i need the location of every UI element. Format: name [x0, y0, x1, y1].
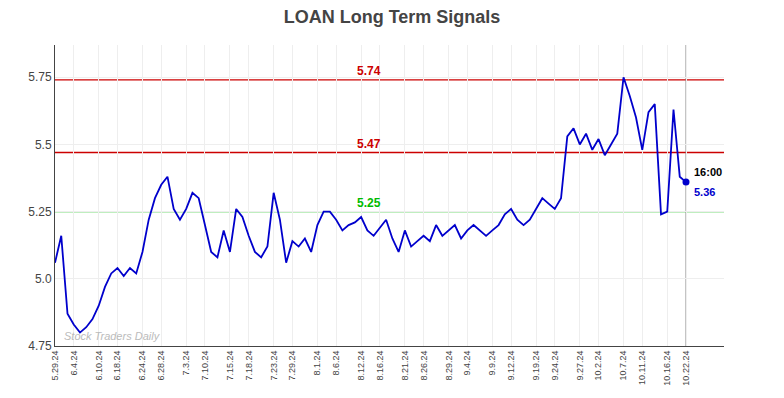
svg-text:8.1.24: 8.1.24	[312, 351, 322, 376]
svg-text:7.23.24: 7.23.24	[269, 351, 279, 381]
svg-text:7.3.24: 7.3.24	[181, 351, 191, 376]
svg-text:4.75: 4.75	[28, 339, 52, 353]
svg-text:7.10.24: 7.10.24	[200, 351, 210, 381]
svg-text:8.26.24: 8.26.24	[419, 351, 429, 381]
svg-text:5.5: 5.5	[35, 138, 52, 152]
svg-text:6.28.24: 6.28.24	[156, 351, 166, 381]
svg-text:7.18.24: 7.18.24	[244, 351, 254, 381]
svg-text:10.16.24: 10.16.24	[662, 351, 672, 386]
svg-text:5.74: 5.74	[357, 64, 381, 78]
svg-text:8.12.24: 8.12.24	[356, 351, 366, 381]
svg-text:9.4.24: 9.4.24	[462, 351, 472, 376]
svg-text:6.4.24: 6.4.24	[69, 351, 79, 376]
svg-text:6.10.24: 6.10.24	[94, 351, 104, 381]
svg-text:8.6.24: 8.6.24	[331, 351, 341, 376]
svg-text:5.75: 5.75	[28, 70, 52, 84]
svg-text:9.19.24: 9.19.24	[531, 351, 541, 381]
svg-text:5.36: 5.36	[694, 186, 715, 198]
svg-text:9.12.24: 9.12.24	[506, 351, 516, 381]
svg-text:8.29.24: 8.29.24	[444, 351, 454, 381]
svg-text:8.21.24: 8.21.24	[400, 351, 410, 381]
svg-text:10.11.24: 10.11.24	[637, 351, 647, 385]
svg-text:6.24.24: 6.24.24	[137, 351, 147, 381]
svg-text:5.0: 5.0	[35, 272, 52, 286]
svg-text:LOAN Long Term Signals: LOAN Long Term Signals	[284, 7, 501, 27]
svg-text:7.29.24: 7.29.24	[287, 351, 297, 381]
svg-text:Stock Traders Daily: Stock Traders Daily	[64, 330, 161, 342]
svg-text:5.29.24: 5.29.24	[50, 351, 60, 381]
svg-text:5.25: 5.25	[357, 196, 381, 210]
svg-text:9.9.24: 9.9.24	[487, 351, 497, 376]
svg-text:7.15.24: 7.15.24	[225, 351, 235, 381]
svg-text:8.16.24: 8.16.24	[375, 351, 385, 381]
svg-text:5.47: 5.47	[357, 137, 381, 151]
svg-text:6.18.24: 6.18.24	[112, 351, 122, 381]
svg-text:9.27.24: 9.27.24	[575, 351, 585, 381]
svg-text:5.25: 5.25	[28, 205, 52, 219]
svg-text:10.7.24: 10.7.24	[618, 351, 628, 381]
svg-text:10.22.24: 10.22.24	[681, 351, 691, 386]
svg-text:9.24.24: 9.24.24	[550, 351, 560, 381]
svg-text:10.2.24: 10.2.24	[593, 351, 603, 381]
svg-text:16:00: 16:00	[694, 166, 722, 178]
